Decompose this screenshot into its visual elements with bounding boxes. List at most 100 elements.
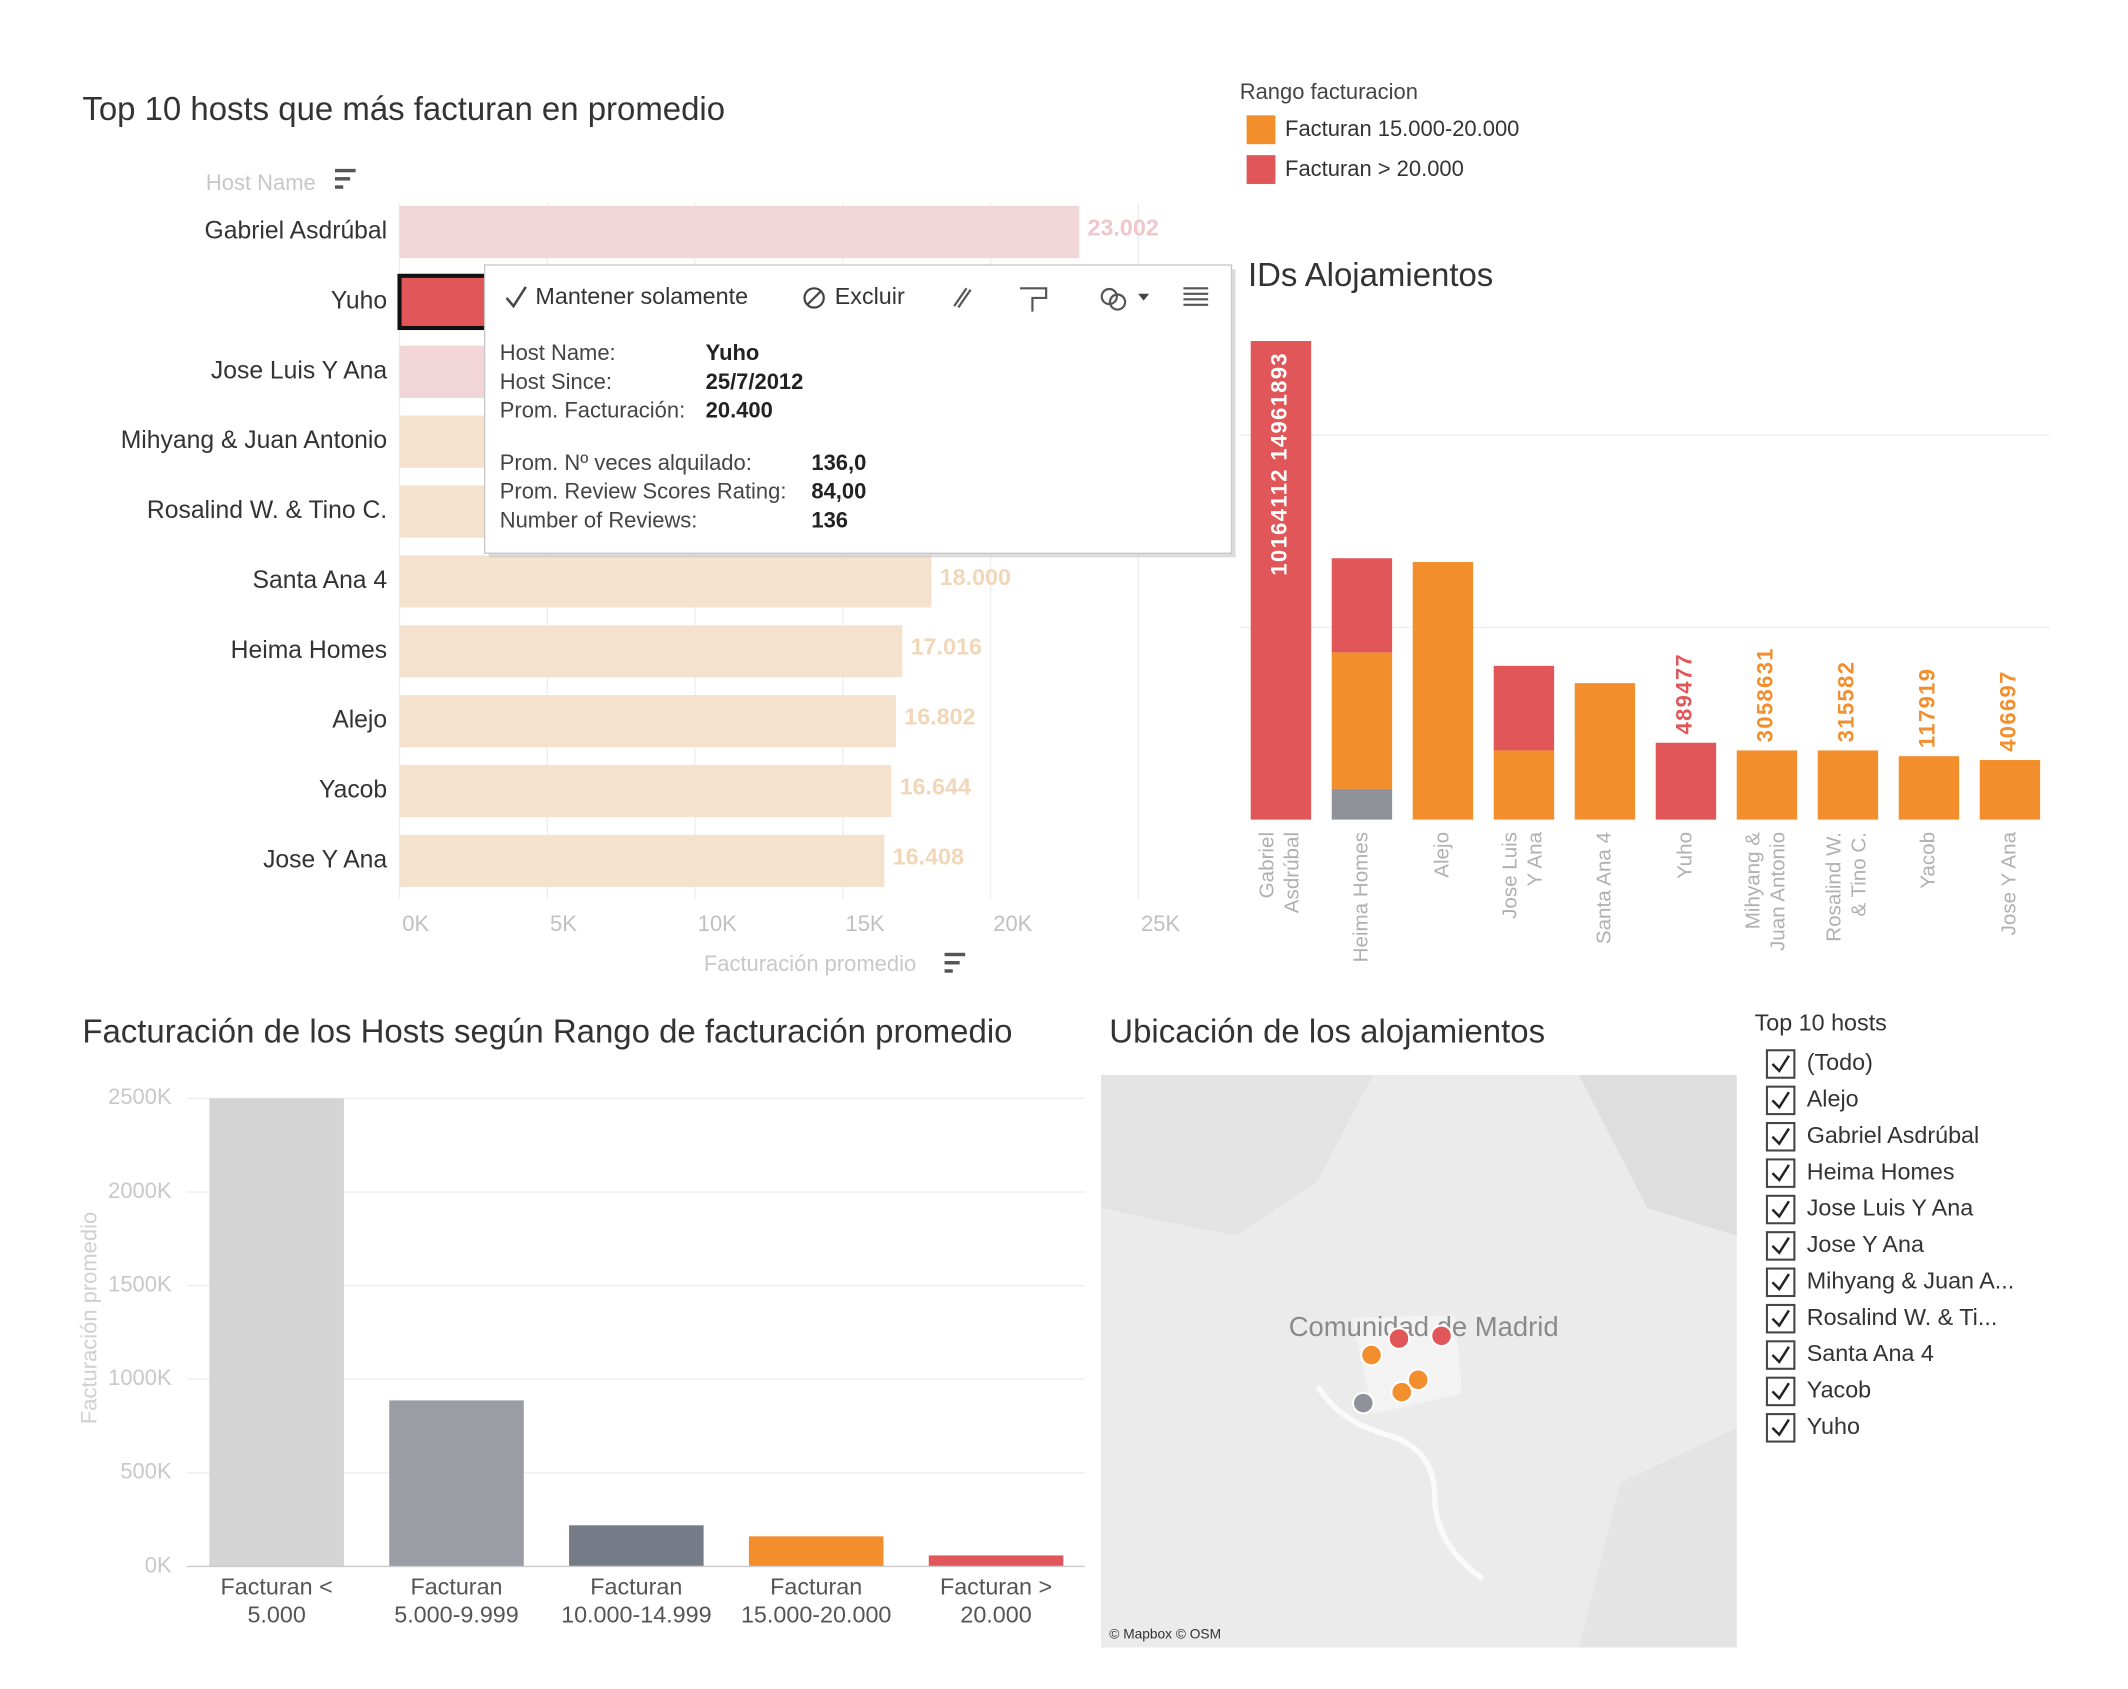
checkbox[interactable] <box>1765 1267 1796 1298</box>
checkbox[interactable] <box>1765 1231 1796 1261</box>
tooltip-action[interactable]: Excluir <box>835 283 905 309</box>
bar[interactable] <box>399 555 932 608</box>
filter-item[interactable]: Santa Ana 4 <box>1807 1340 1934 1366</box>
checkmark <box>1771 1418 1790 1437</box>
bar-label: 10164112 14961893 <box>1267 352 1292 576</box>
filter-item[interactable]: Yacob <box>1807 1377 1871 1403</box>
legend-swatch <box>1246 155 1276 184</box>
set-icon[interactable] <box>1020 287 1048 312</box>
bar-label: 315582 <box>1834 661 1859 743</box>
x-tick-label: Facturan 5.000-9.999 <box>394 1574 519 1628</box>
sort-icon[interactable] <box>944 952 966 973</box>
bar[interactable] <box>399 205 1080 259</box>
tooltip-label: Prom. Facturación: <box>500 398 685 423</box>
map-point[interactable] <box>1390 1380 1414 1404</box>
bar-segment[interactable] <box>1250 341 1312 820</box>
map-point[interactable] <box>1351 1391 1375 1415</box>
axis-label: Facturación promedio <box>76 1212 101 1424</box>
map-title: Ubicación de los alojamientos <box>1109 1012 1545 1049</box>
group-icon[interactable] <box>953 287 972 309</box>
bar-segment[interactable] <box>1574 683 1636 820</box>
checkmark <box>1771 1273 1790 1292</box>
filter-item[interactable]: Heima Homes <box>1807 1158 1955 1184</box>
bar-segment[interactable] <box>1979 760 2041 820</box>
bar-segment[interactable] <box>1817 750 1879 820</box>
y-tick-label: Alejo <box>332 707 387 734</box>
filter-item[interactable]: Yuho <box>1807 1413 1860 1439</box>
bar[interactable] <box>399 764 892 818</box>
bar[interactable] <box>569 1525 704 1567</box>
filter-item[interactable]: Mihyang & Juan A... <box>1807 1267 2014 1293</box>
bar-segment[interactable] <box>1493 665 1555 751</box>
map-point[interactable] <box>1406 1368 1430 1392</box>
map-credit: © Mapbox © OSM <box>1109 1627 1221 1642</box>
exclude-icon <box>803 287 825 309</box>
data-icon[interactable] <box>1183 287 1209 306</box>
x-tick-label: Alejo <box>1430 832 1453 878</box>
bar-segment[interactable] <box>1898 756 1960 820</box>
x-tick-label: Jose Luis Y Ana <box>1499 831 1547 918</box>
map-point[interactable] <box>1387 1327 1411 1350</box>
filter-item[interactable]: Alejo <box>1807 1086 1859 1112</box>
filter-item[interactable]: (Todo) <box>1807 1049 1873 1075</box>
checkbox[interactable] <box>1765 1049 1796 1079</box>
tooltip-value: 136,0 <box>811 450 866 475</box>
map-point[interactable] <box>1360 1343 1383 1367</box>
check-icon <box>505 286 527 309</box>
map-point[interactable] <box>1430 1324 1453 1348</box>
checkbox[interactable] <box>1765 1194 1796 1225</box>
bar[interactable] <box>389 1400 524 1567</box>
checkmark <box>1771 1055 1790 1073</box>
checkbox[interactable] <box>1765 1376 1796 1407</box>
x-tick-label: Facturan <5.000 <box>221 1574 333 1628</box>
bar[interactable] <box>748 1536 884 1567</box>
bar[interactable] <box>928 1555 1064 1567</box>
y-tick-label: Yacob <box>319 777 387 804</box>
bar[interactable] <box>399 695 897 748</box>
x-tick-label: Jose Y Ana <box>1997 831 2020 935</box>
bar-segment[interactable] <box>1331 558 1393 653</box>
value-label: 18.000 <box>940 564 1011 590</box>
bar-segment[interactable] <box>1331 652 1393 789</box>
map-region <box>1578 1427 1737 1648</box>
bar[interactable] <box>209 1098 344 1567</box>
checkbox[interactable] <box>1765 1122 1796 1152</box>
checkbox[interactable] <box>1765 1340 1796 1370</box>
bar-segment[interactable] <box>1655 742 1717 820</box>
filter-item[interactable]: Gabriel Asdrúbal <box>1807 1122 1979 1148</box>
chart-title: Facturación de los Hosts según Rango de … <box>82 1012 1012 1049</box>
checkmark <box>1771 1164 1790 1182</box>
y-tick-label: Heima Homes <box>231 637 387 664</box>
x-tick-label: Facturan >20.000 <box>940 1574 1052 1628</box>
x-tick-label: 15K <box>846 911 885 936</box>
filter-item[interactable]: Jose Y Ana <box>1807 1231 1924 1257</box>
tooltip-action[interactable]: Mantener solamente <box>535 283 748 309</box>
bar-segment[interactable] <box>1493 750 1555 820</box>
checkmark <box>1771 1200 1790 1219</box>
bar-segment[interactable] <box>1412 562 1474 820</box>
value-label: 16.802 <box>904 704 975 730</box>
exclude-icon <box>806 290 822 306</box>
value-label: 16.408 <box>893 843 964 869</box>
bar-segment[interactable] <box>1736 750 1798 820</box>
bar[interactable] <box>399 625 903 678</box>
legend-swatch <box>1246 115 1276 145</box>
bar-segment[interactable] <box>1331 788 1393 820</box>
checkbox[interactable] <box>1765 1085 1796 1116</box>
checkbox[interactable] <box>1765 1158 1796 1188</box>
bar[interactable] <box>399 834 885 888</box>
legend-label[interactable]: Facturan 15.000-20.000 <box>1285 116 1519 141</box>
filter-item[interactable]: Jose Luis Y Ana <box>1807 1195 1973 1221</box>
filter-title: Top 10 hosts <box>1755 1009 1887 1035</box>
checkbox[interactable] <box>1765 1413 1796 1443</box>
checkmark <box>1771 1237 1790 1255</box>
sort-icon[interactable] <box>334 168 356 189</box>
axis-label: Facturación promedio <box>704 951 916 976</box>
legend-label[interactable]: Facturan > 20.000 <box>1285 156 1464 181</box>
filter: Top 10 hosts (Todo) Alejo Gabriel Asdrúbal… <box>1755 1009 2014 1443</box>
set-icon[interactable] <box>1108 293 1127 311</box>
filter-item[interactable]: Rosalind W. & Ti... <box>1807 1304 1998 1330</box>
dropdown-icon[interactable] <box>1138 293 1150 301</box>
map-river <box>1315 1385 1485 1582</box>
checkbox[interactable] <box>1765 1303 1796 1334</box>
